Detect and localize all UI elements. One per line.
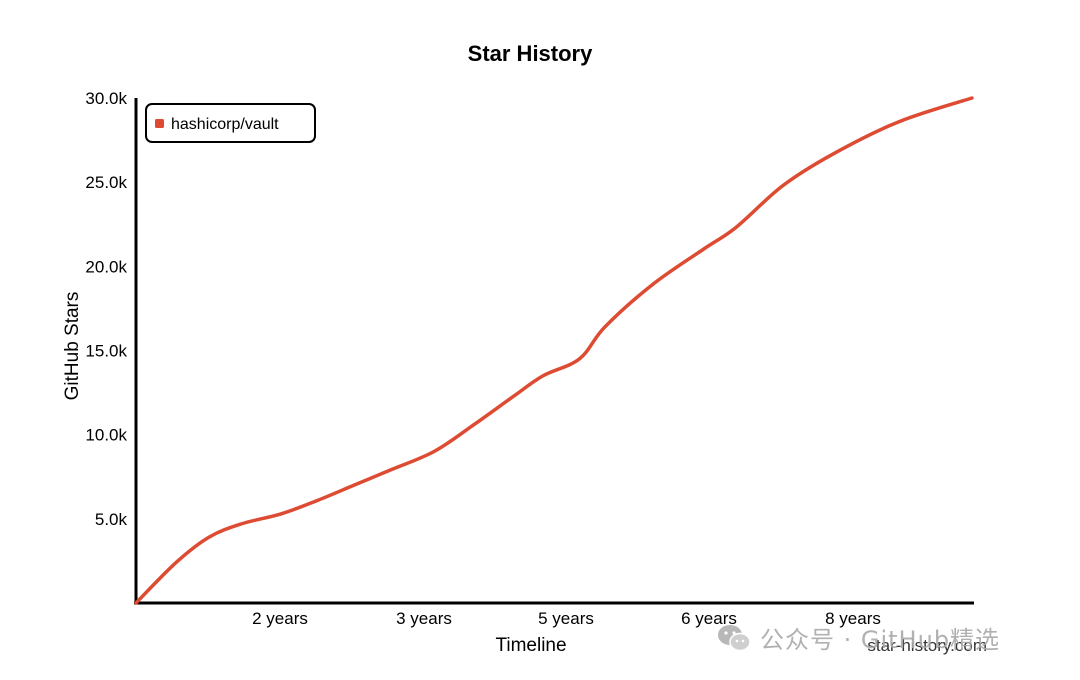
x-axis-label: Timeline bbox=[495, 635, 566, 656]
x-tick-label: 3 years bbox=[396, 609, 452, 628]
x-tick-labels: 2 years 3 years 5 years 6 years 8 years bbox=[252, 609, 881, 628]
legend-label: hashicorp/vault bbox=[171, 116, 279, 133]
series-lines bbox=[134, 96, 974, 605]
chart-title: Star History bbox=[468, 41, 593, 66]
legend-box bbox=[145, 103, 316, 143]
series-line-0 bbox=[134, 96, 974, 605]
x-tick-label: 6 years bbox=[681, 609, 737, 628]
x-tick-label: 2 years bbox=[252, 609, 308, 628]
x-tick-label: 8 years bbox=[825, 609, 881, 628]
y-tick-labels: 5.0k 10.0k 15.0k 20.0k 25.0k 30.0k bbox=[85, 89, 127, 529]
channel-watermark: 公众号 · GitHub精选 bbox=[716, 620, 1000, 655]
y-tick-label: 30.0k bbox=[85, 89, 127, 108]
x-tick-label: 5 years bbox=[538, 609, 594, 628]
y-tick-label: 5.0k bbox=[95, 510, 128, 529]
y-axis-label: GitHub Stars bbox=[62, 292, 83, 401]
channel-name: 公众号 · GitHub精选 bbox=[760, 626, 1001, 654]
y-tick-label: 10.0k bbox=[85, 426, 127, 445]
source-credit: star-history.com bbox=[867, 636, 987, 655]
wechat-icon bbox=[718, 624, 751, 651]
y-tick-label: 20.0k bbox=[85, 257, 127, 276]
legend: hashicorp/vault bbox=[145, 103, 316, 143]
y-tick-label: 25.0k bbox=[85, 173, 127, 192]
y-tick-label: 15.0k bbox=[85, 342, 127, 361]
legend-swatch bbox=[155, 119, 164, 128]
